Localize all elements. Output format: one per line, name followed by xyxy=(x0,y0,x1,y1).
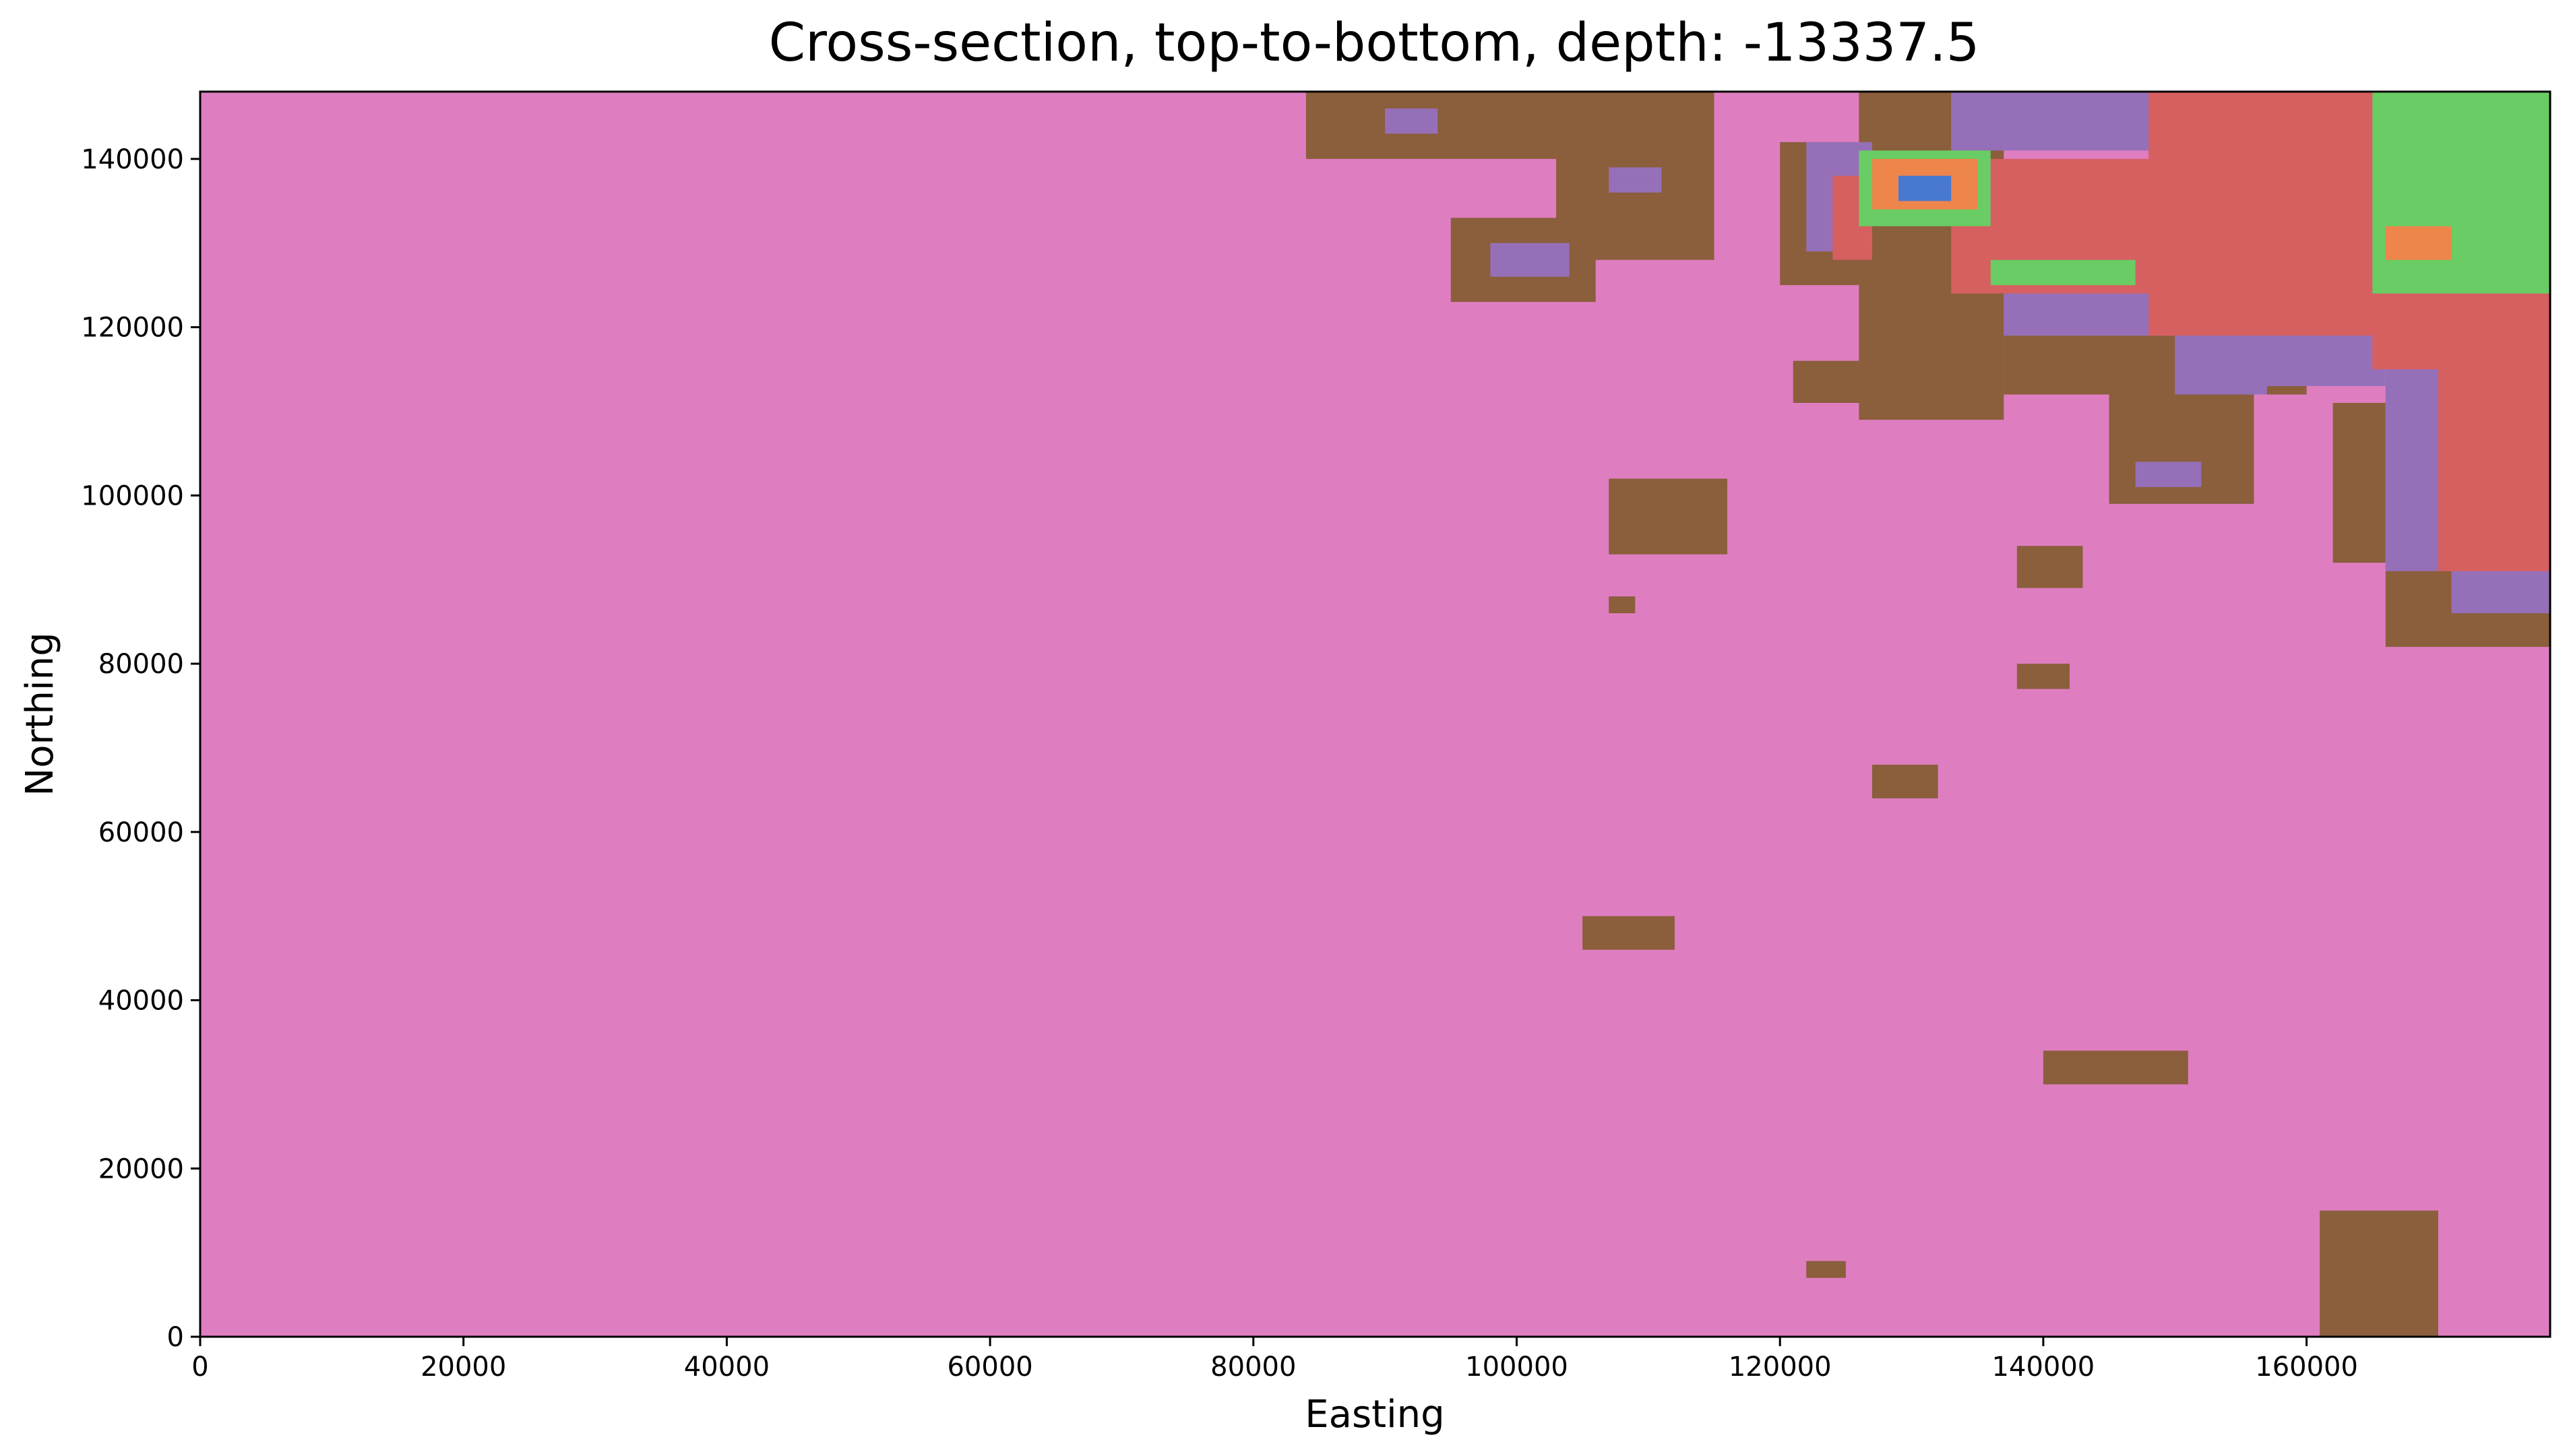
region-green-30 xyxy=(2372,92,2550,294)
region-red-27 xyxy=(2438,360,2550,571)
x-tick-label: 0 xyxy=(191,1352,208,1383)
x-tick-label: 120000 xyxy=(1729,1352,1832,1383)
region-brown-39 xyxy=(1582,916,1675,950)
region-purple-15 xyxy=(1951,92,2175,151)
region-purple-11 xyxy=(1385,108,1438,134)
region-brown-38 xyxy=(1871,764,1938,798)
y-axis-label: Northing xyxy=(18,632,62,796)
y-tick-label: 140000 xyxy=(81,144,184,175)
region-brown-37 xyxy=(2016,664,2070,689)
y-tick-label: 100000 xyxy=(81,480,184,511)
y-tick-label: 120000 xyxy=(81,313,184,344)
x-tick-label: 160000 xyxy=(2255,1352,2358,1383)
y-axis-ticks: 0 20000 40000 60000 80000 100000 120000 140000 xyxy=(81,144,200,1353)
x-axis-ticks: 0 20000 40000 60000 80000 100000 120000 140000 1… xyxy=(191,1337,2358,1383)
y-tick-label: 0 xyxy=(167,1322,184,1353)
region-brown-34 xyxy=(1609,478,1728,555)
region-brown-5 xyxy=(1793,360,1859,403)
x-tick-label: 60000 xyxy=(947,1352,1032,1383)
x-tick-label: 140000 xyxy=(1992,1352,2095,1383)
region-brown-8 xyxy=(2332,403,2386,563)
x-tick-label: 40000 xyxy=(684,1352,770,1383)
y-tick-label: 20000 xyxy=(98,1153,184,1184)
x-tick-label: 100000 xyxy=(1465,1352,1568,1383)
plot-area xyxy=(199,90,2551,1338)
region-red-25 xyxy=(2148,92,2386,336)
region-brown-36 xyxy=(2016,546,2083,588)
region-brown-41 xyxy=(1806,1261,1846,1278)
region-brown-40 xyxy=(2043,1050,2188,1085)
x-axis-label: Easting xyxy=(1305,1393,1444,1436)
region-brown-42 xyxy=(2320,1210,2438,1337)
y-tick-label: 80000 xyxy=(98,649,184,680)
regions-layer xyxy=(1305,92,2550,1337)
chart-title: Cross-section, top-to-bottom, depth: -13… xyxy=(769,13,1980,73)
y-tick-label: 40000 xyxy=(98,986,184,1017)
region-brown-35 xyxy=(1609,596,1636,614)
x-tick-label: 80000 xyxy=(1210,1352,1296,1383)
region-purple-13 xyxy=(1609,167,1662,193)
y-tick-label: 60000 xyxy=(98,817,184,848)
region-purple-12 xyxy=(1490,243,1570,277)
plot-frame xyxy=(199,90,2551,1338)
x-tick-label: 20000 xyxy=(421,1352,506,1383)
region-blue-33 xyxy=(1898,175,1952,201)
region-purple-22 xyxy=(2135,462,2202,487)
region-orange-32 xyxy=(2385,226,2452,260)
region-green-29 xyxy=(1990,259,2136,286)
